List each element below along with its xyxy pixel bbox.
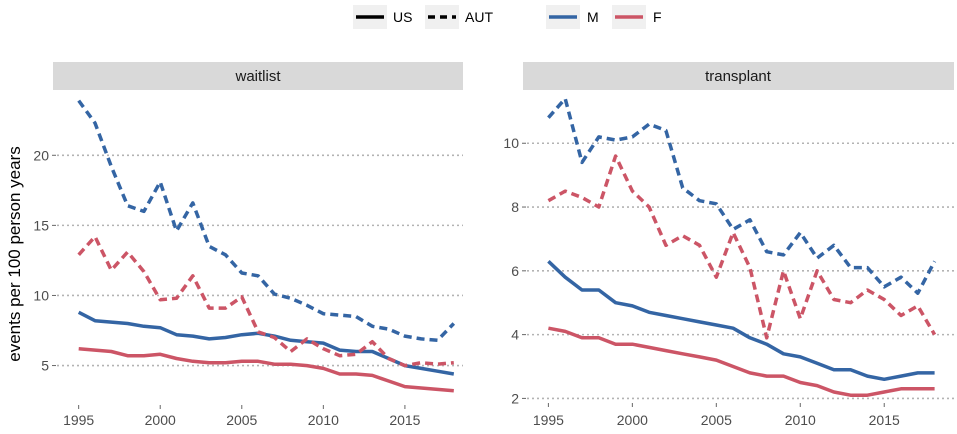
series-line-waitlist-aut-f [77, 234, 454, 368]
series-line-transplant-aut-f [547, 154, 937, 340]
series-line-transplant-us-m [547, 260, 935, 382]
strip-waitlist-title: waitlist [234, 68, 281, 85]
gridlines-transplant [527, 142, 954, 400]
y-tick-label-transplant-8: 8 [511, 199, 519, 215]
y-tick-label-transplant-6: 6 [511, 263, 519, 279]
series-line-waitlist-us-f [78, 346, 454, 393]
y-tick-label-waitlist-5: 5 [41, 358, 49, 374]
series-line-waitlist-aut-m [77, 99, 456, 343]
legend-label-m: M [587, 9, 599, 25]
x-tick-label-transplant-2010: 2010 [785, 412, 816, 428]
x-tick-label-waitlist-2015: 2015 [389, 412, 420, 428]
x-tick-label-transplant-2005: 2005 [701, 412, 732, 428]
y-axis-title: events per 100 person years [5, 146, 24, 361]
y-tick-label-waitlist-15: 15 [33, 217, 49, 233]
strip-transplant-title: transplant [705, 68, 772, 85]
legend-color: M F [546, 5, 662, 29]
y-ticks-transplant: 2 4 6 8 10 [503, 135, 526, 406]
series-transplant [547, 96, 937, 397]
legend-label-f: F [653, 9, 662, 25]
panel-transplant: transplant 2 4 6 8 10 1995 2000 2005 2010 2015 [503, 62, 954, 428]
x-tick-label-waitlist-2010: 2010 [308, 412, 339, 428]
strip-waitlist-bg [53, 62, 463, 90]
x-tick-label-transplant-2015: 2015 [869, 412, 900, 428]
y-tick-label-waitlist-20: 20 [33, 147, 49, 163]
y-ticks-waitlist: 5 10 15 20 [33, 147, 56, 374]
legend-linetype: US AUT [353, 5, 493, 29]
legend: US AUT M F [353, 5, 662, 29]
strip-transplant-bg [523, 62, 954, 90]
series-line-transplant-us-f [548, 326, 935, 397]
series-line-transplant-aut-m [547, 96, 937, 295]
series-line-waitlist-us-m [77, 310, 455, 376]
y-tick-label-transplant-10: 10 [503, 135, 519, 151]
x-tick-label-waitlist-1995: 1995 [63, 412, 94, 428]
x-tick-label-transplant-1995: 1995 [533, 412, 564, 428]
x-tick-label-transplant-2000: 2000 [617, 412, 648, 428]
panel-waitlist: waitlist 5 10 15 20 1995 2000 2005 2010 2015 [33, 62, 463, 428]
series-waitlist [77, 99, 456, 393]
x-ticks-waitlist: 1995 2000 2005 2010 2015 [63, 405, 421, 428]
x-ticks-transplant: 1995 2000 2005 2010 2015 [533, 403, 900, 428]
x-tick-label-waitlist-2005: 2005 [226, 412, 257, 428]
legend-label-us: US [393, 9, 412, 25]
x-tick-label-waitlist-2000: 2000 [145, 412, 176, 428]
legend-label-aut: AUT [465, 9, 493, 25]
y-tick-label-transplant-4: 4 [511, 327, 519, 343]
y-tick-label-waitlist-10: 10 [33, 287, 49, 303]
y-tick-label-transplant-2: 2 [511, 390, 519, 406]
